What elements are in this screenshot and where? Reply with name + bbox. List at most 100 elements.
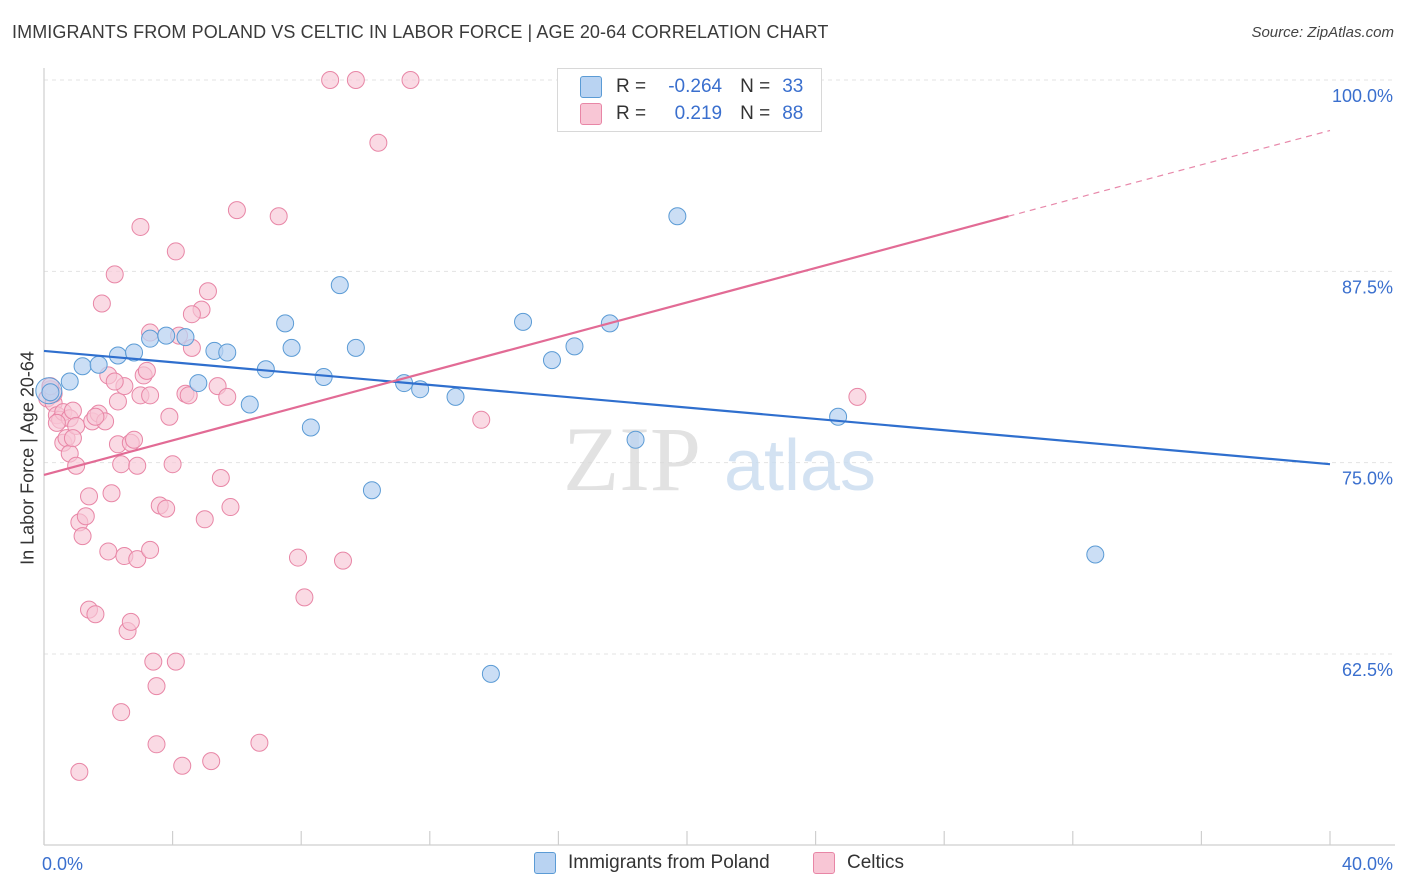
tick-labels: 62.5% 75.0% 87.5% 100.0% 0.0% 40.0%: [42, 86, 1393, 874]
celtics-point: [346, 71, 365, 89]
trend-lines: [43, 129, 1331, 476]
series-legend: Immigrants from Poland Celtics: [0, 852, 1406, 878]
poland-point: [829, 407, 848, 426]
axes: [43, 68, 1395, 846]
celtics-point: [269, 207, 288, 226]
x-tick-label: 40.0%: [1342, 854, 1393, 874]
celtics-point: [141, 386, 160, 405]
celtics-point: [112, 455, 131, 474]
celtics-point: [179, 386, 198, 405]
celtics-point: [92, 294, 111, 313]
poland-point: [542, 351, 561, 370]
celtics-point: [70, 762, 89, 781]
legend-item-poland[interactable]: Immigrants from Poland: [534, 852, 770, 874]
y-tick-label: 62.5%: [1342, 660, 1393, 680]
celtics-point: [166, 242, 185, 261]
celtics-point: [141, 540, 160, 559]
celtics-point: [73, 527, 92, 546]
n-label: N =: [740, 76, 771, 97]
celtics-point: [160, 407, 179, 426]
celtics-point: [198, 282, 217, 301]
celtics-point: [848, 387, 867, 406]
celtics-point: [321, 71, 340, 89]
legend-row-celtics: R = 0.219 N = 88: [580, 101, 803, 127]
celtics-point: [369, 133, 388, 152]
poland-point: [481, 664, 500, 683]
grid-lines: [44, 79, 1395, 655]
celtics-point: [401, 71, 420, 89]
celtics-point: [63, 429, 82, 448]
y-tick-label: 87.5%: [1342, 277, 1393, 297]
celtics-point: [166, 652, 185, 671]
poland-point: [125, 343, 144, 362]
watermark-zip: ZIP: [563, 408, 701, 510]
legend-item-celtics[interactable]: Celtics: [813, 852, 904, 874]
celtics-point: [86, 407, 105, 426]
celtics-point: [76, 507, 95, 526]
poland-point: [626, 430, 645, 449]
poland-point: [330, 276, 349, 295]
legend-label-celtics: Celtics: [847, 852, 905, 873]
poland-swatch: [580, 76, 602, 98]
celtics-point: [125, 430, 144, 449]
r-value: -0.264: [668, 76, 723, 97]
y-tick-label: 100.0%: [1332, 86, 1393, 106]
celtics-point: [102, 484, 121, 503]
poland-point: [346, 338, 365, 357]
poland-point: [141, 329, 160, 348]
celtics-point: [202, 752, 221, 771]
source-label: Source: ZipAtlas.com: [1251, 24, 1394, 41]
celtics-point: [195, 510, 214, 529]
x-tick-label: 0.0%: [42, 854, 83, 874]
celtics-trend-line: [43, 215, 1009, 476]
celtics-point: [131, 217, 150, 236]
celtics-point: [128, 456, 147, 475]
correlation-legend: R = -0.264 N = 33 R = 0.219 N = 88: [557, 68, 822, 132]
celtics-point: [99, 542, 118, 561]
poland-point: [446, 387, 465, 406]
legend-row-poland: R = -0.264 N = 33: [580, 74, 803, 100]
celtics-point: [295, 588, 314, 607]
celtics-point: [105, 265, 124, 284]
celtics-point: [333, 551, 352, 570]
poland-point: [362, 481, 381, 500]
poland-point: [301, 418, 320, 437]
poland-point: [73, 357, 92, 376]
celtics-point: [47, 413, 66, 432]
celtics-point: [218, 387, 237, 406]
r-value: 0.219: [674, 103, 723, 124]
poland-point: [60, 372, 79, 391]
poland-point: [176, 328, 195, 347]
celtics-point: [147, 735, 166, 754]
celtics-swatch: [580, 103, 602, 125]
celtics-point: [112, 703, 131, 722]
celtics-point: [227, 201, 246, 220]
poland-point: [514, 312, 533, 331]
celtics-point: [288, 548, 307, 567]
r-label: R =: [616, 76, 647, 97]
celtics-point: [163, 455, 182, 474]
poland-point: [89, 355, 108, 374]
celtics-point: [221, 498, 240, 517]
celtics-point: [173, 756, 192, 775]
celtics-point: [157, 499, 176, 518]
watermark: ZIP atlas: [563, 408, 876, 510]
n-label: N =: [740, 103, 771, 124]
poland-point: [240, 395, 259, 414]
celtics-point: [182, 305, 201, 324]
chart-title: IMMIGRANTS FROM POLAND VS CELTIC IN LABO…: [12, 22, 829, 42]
celtics-point: [211, 468, 230, 487]
poland-point: [41, 383, 60, 402]
celtics-trend-extension: [1008, 129, 1331, 217]
celtics-point: [472, 410, 491, 429]
poland-point: [276, 314, 295, 333]
poland-point: [1086, 545, 1105, 564]
poland-legend-swatch: [534, 852, 556, 874]
poland-point: [108, 346, 127, 365]
n-value: 88: [782, 103, 804, 124]
celtics-point: [105, 372, 124, 391]
poland-point: [189, 374, 208, 393]
poland-point: [157, 326, 176, 345]
celtics-point: [86, 605, 105, 624]
